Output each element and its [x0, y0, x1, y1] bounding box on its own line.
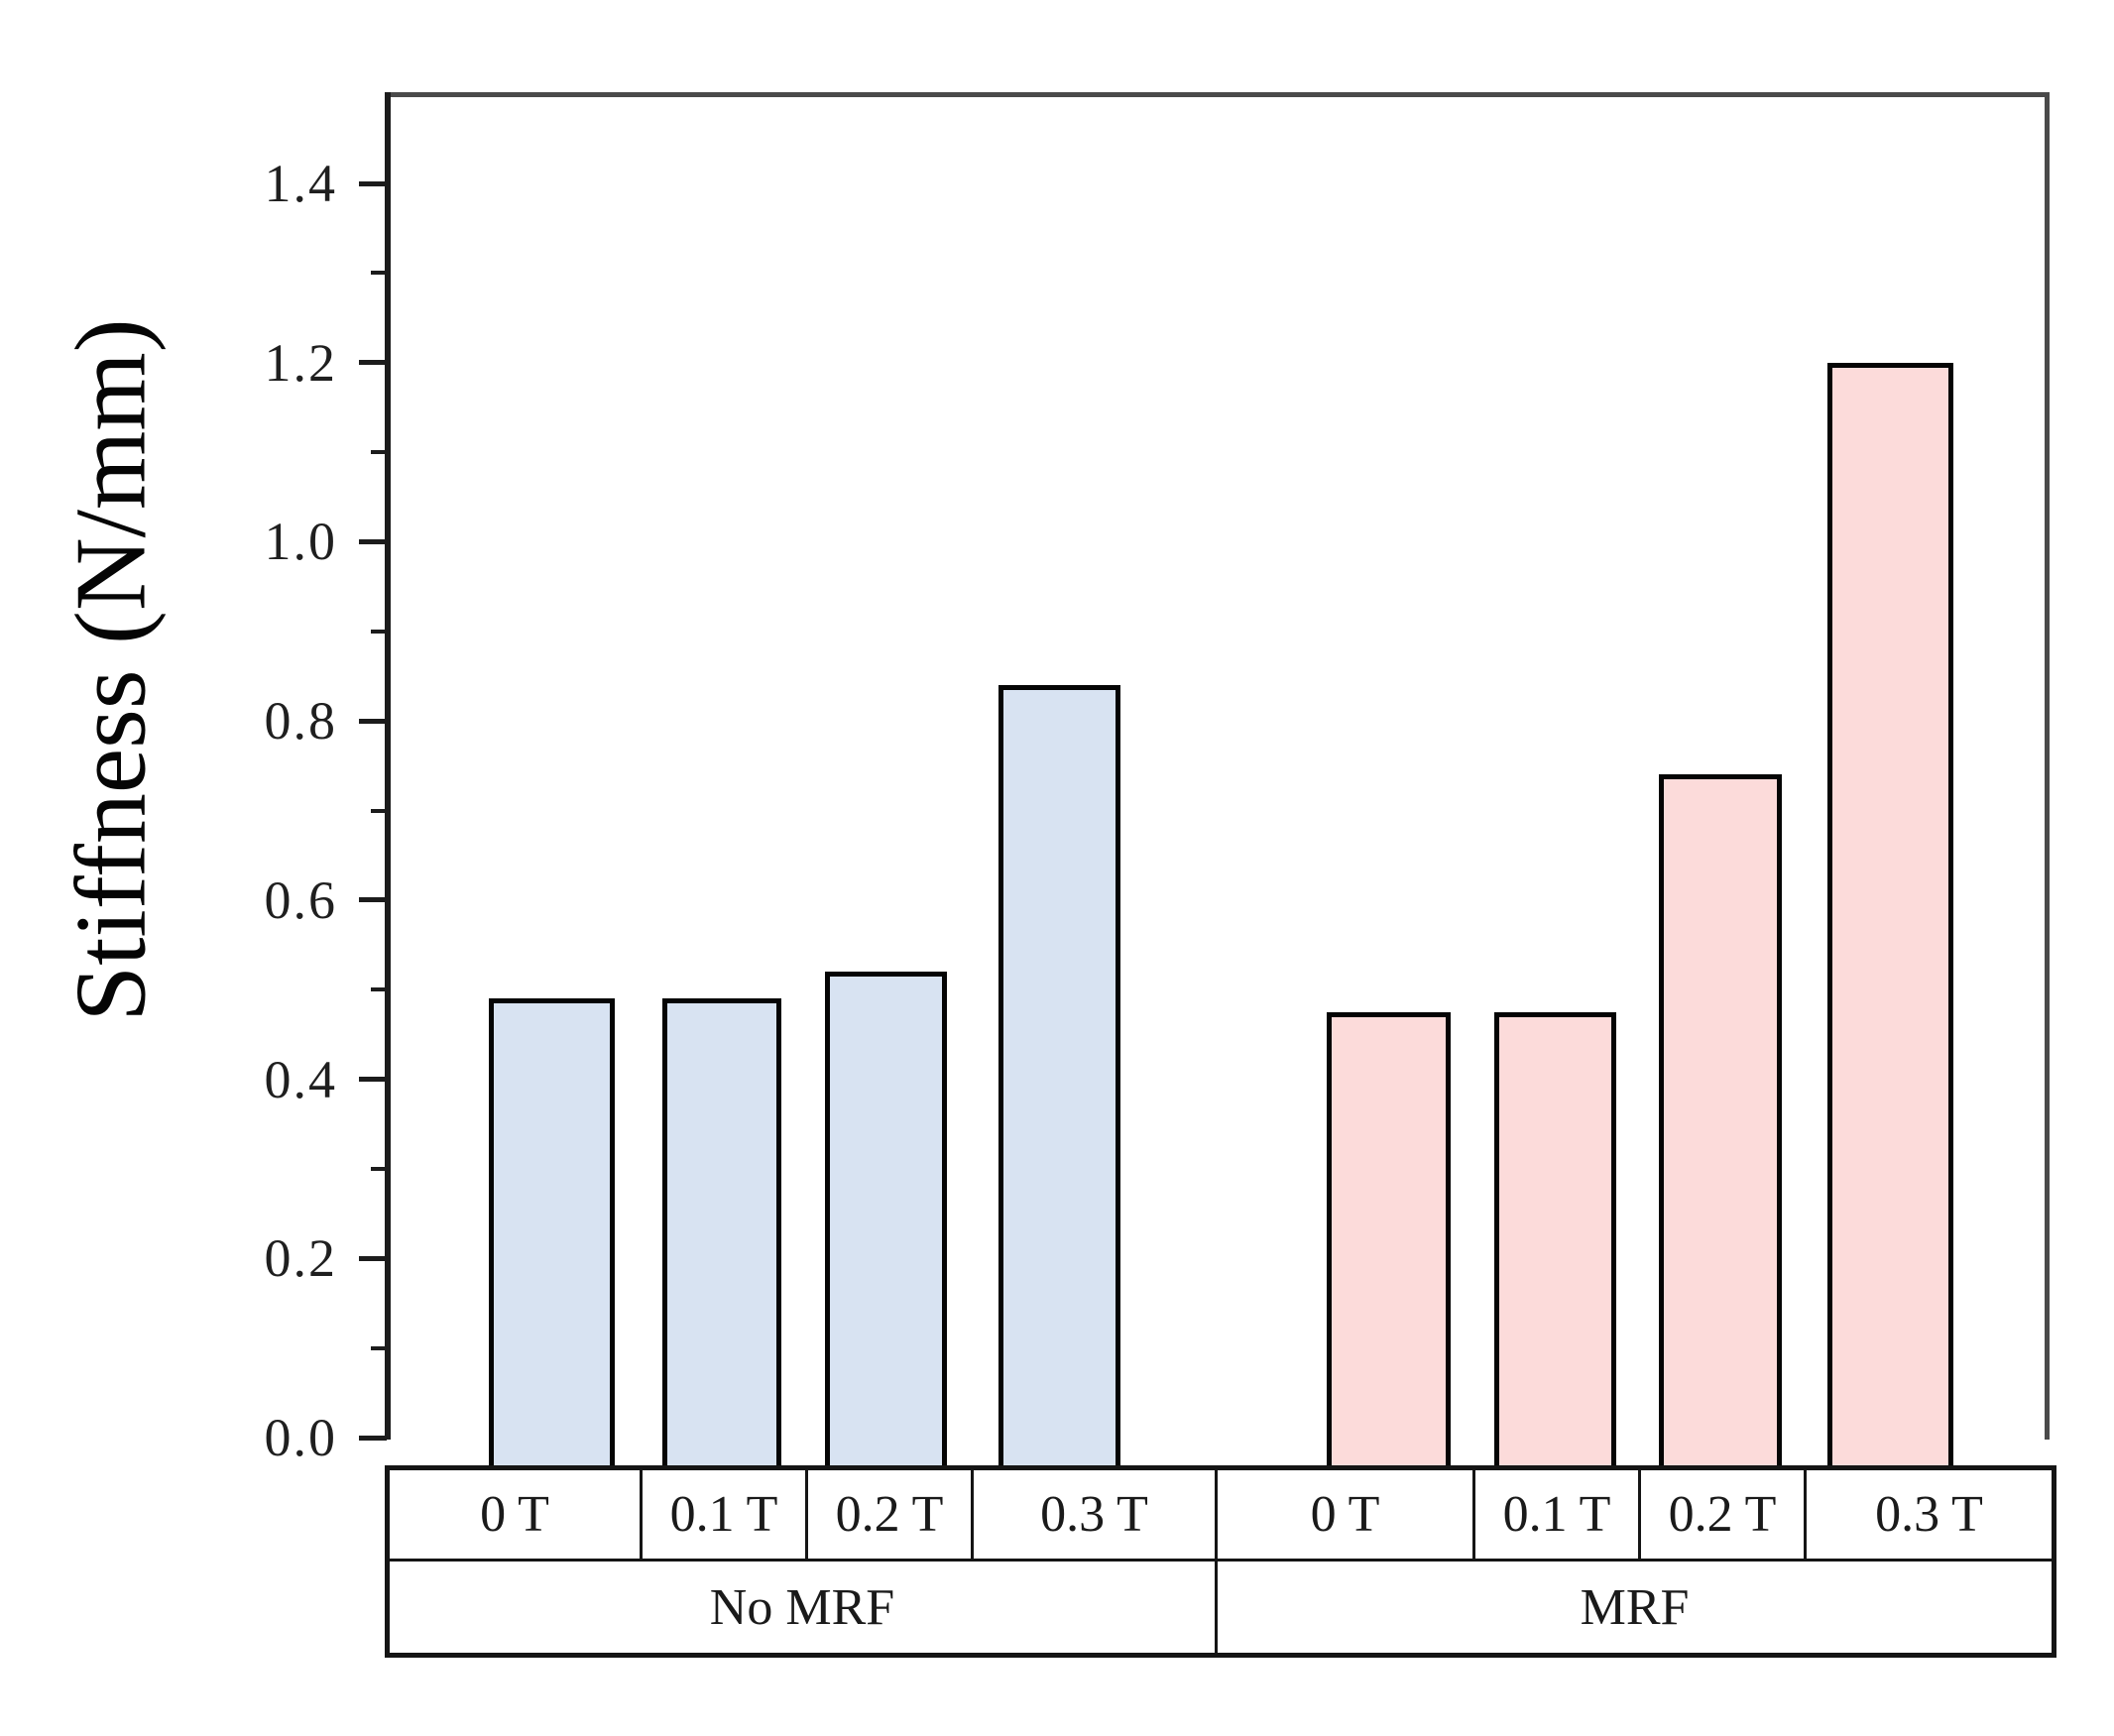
y-tick-label: 1.4 [264, 154, 337, 213]
y-minor-tick [371, 987, 387, 992]
y-tick-label: 0.8 [264, 691, 337, 752]
bar-no-mrf-0.2t [825, 972, 947, 1465]
group-cell: No MRF [386, 1559, 1218, 1657]
y-tick-label: 0.0 [264, 1408, 337, 1467]
category-cell: 0.2 T [1638, 1466, 1807, 1562]
group-cell: MRF [1215, 1559, 2055, 1657]
category-cell: 0.2 T [805, 1466, 974, 1562]
bar-mrf-0.2t [1659, 774, 1782, 1465]
y-tick-label: 1.2 [264, 332, 337, 393]
group-row: No MRF MRF [386, 1559, 2055, 1657]
bar-mrf-0.3t [1827, 362, 1953, 1465]
category-cell: 0.1 T [1472, 1466, 1641, 1562]
y-minor-tick [371, 1166, 387, 1171]
category-cell: 0.3 T [971, 1466, 1218, 1562]
y-major-tick [359, 180, 387, 186]
category-cell: 0 T [1215, 1466, 1475, 1562]
category-cell: 0.1 T [640, 1466, 808, 1562]
category-cell: 0.3 T [1804, 1466, 2055, 1562]
y-tick-label: 1.0 [264, 512, 337, 572]
bar-no-mrf-0t [489, 998, 615, 1465]
y-major-tick [359, 1435, 387, 1441]
y-minor-tick [371, 629, 387, 634]
y-tick-label: 0.2 [264, 1228, 337, 1289]
y-major-tick [359, 538, 387, 544]
bar-no-mrf-0.1t [662, 998, 781, 1465]
y-minor-tick [371, 1345, 387, 1350]
category-cell: 0 T [386, 1466, 643, 1562]
y-minor-tick [371, 271, 387, 276]
y-major-tick [359, 1077, 387, 1083]
y-minor-tick [371, 808, 387, 813]
y-minor-tick [371, 450, 387, 455]
plot-frame [387, 92, 2050, 1440]
y-tick-label: 0.6 [264, 869, 337, 930]
y-major-tick [359, 1255, 387, 1261]
bar-no-mrf-0.3t [998, 685, 1120, 1465]
bar-mrf-0.1t [1494, 1011, 1616, 1465]
y-major-tick [359, 897, 387, 903]
y-major-tick [359, 718, 387, 724]
bar-mrf-0t [1327, 1011, 1451, 1465]
y-major-tick [359, 360, 387, 366]
y-tick-label: 0.4 [264, 1049, 337, 1109]
y-axis-line [385, 92, 391, 1440]
